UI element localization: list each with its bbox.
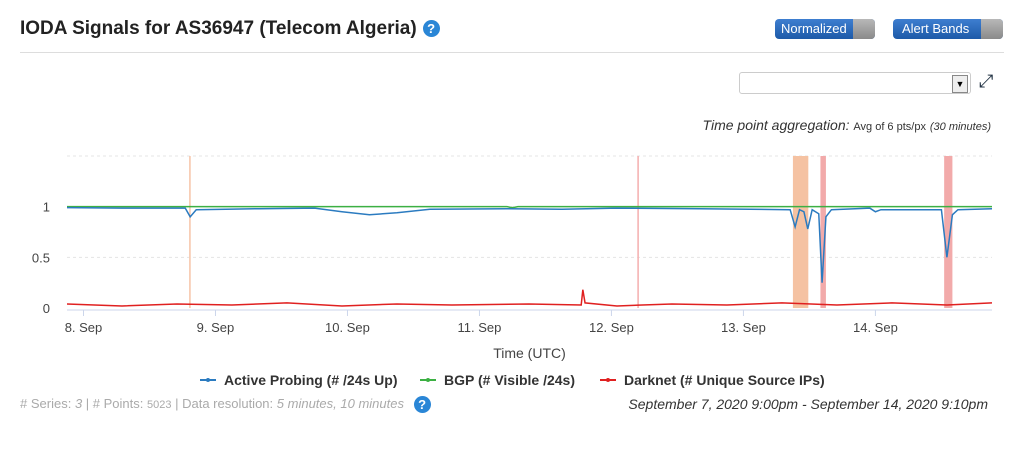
help-icon[interactable]: ?: [422, 20, 440, 38]
legend-label: Darknet (# Unique Source IPs): [624, 372, 825, 388]
alert-bands-toggle[interactable]: Alert Bands: [893, 19, 1003, 39]
x-tick-label: 13. Sep: [721, 320, 766, 335]
x-tick-label: 9. Sep: [197, 320, 235, 335]
page-title: IODA Signals for AS36947 (Telecom Algeri…: [20, 18, 440, 40]
legend-label: Active Probing (# /24s Up): [224, 372, 397, 388]
legend-dot: [206, 378, 210, 382]
alert-band: [820, 156, 826, 308]
aggregation-detail: (30 minutes): [929, 121, 991, 133]
x-axis-title: Time (UTC): [493, 345, 566, 361]
time-range: September 7, 2020 9:00pm - September 14,…: [628, 396, 988, 412]
legend-dot: [426, 378, 430, 382]
resolution-label: Data resolution:: [182, 396, 274, 411]
y-tick-label: 0.5: [32, 250, 50, 265]
points-count: 5023: [147, 399, 172, 411]
series-label: # Series:: [20, 396, 72, 411]
y-tick-label: 0: [43, 301, 50, 316]
series-select[interactable]: ▼: [739, 72, 971, 94]
x-tick-label: 8. Sep: [65, 320, 103, 335]
series-line-2: [66, 289, 993, 307]
resolution-value: 5 minutes, 10 minutes: [276, 396, 404, 411]
normalized-label: Normalized: [781, 21, 847, 36]
aggregation-value: Avg of 6 pts/px: [853, 121, 926, 133]
alert-band: [637, 156, 639, 308]
title-text: IODA Signals for AS36947 (Telecom Algeri…: [20, 18, 417, 39]
x-tick-label: 14. Sep: [853, 320, 898, 335]
legend-label: BGP (# Visible /24s): [444, 372, 575, 388]
x-tick-label: 10. Sep: [325, 320, 370, 335]
alert-band: [944, 156, 953, 308]
x-tick-label: 12. Sep: [589, 320, 634, 335]
help-icon[interactable]: ?: [413, 396, 431, 414]
time-aggregation: Time point aggregation: Avg of 6 pts/px …: [703, 117, 991, 133]
aggregation-label: Time point aggregation:: [702, 117, 850, 133]
series-line-0: [66, 206, 993, 283]
x-tick-label: 11. Sep: [458, 320, 502, 335]
series-count: 3: [74, 396, 83, 411]
toggle-knob: [981, 19, 1003, 39]
fullscreen-icon[interactable]: ⤢: [979, 71, 994, 91]
series-line-1: [67, 205, 992, 209]
alert-bands-label: Alert Bands: [902, 21, 970, 36]
divider: [20, 52, 1004, 53]
chart-stats: # Series: 3 | # Points: 5023 | Data reso…: [20, 396, 431, 414]
alert-band: [189, 156, 191, 308]
legend-dot: [606, 378, 610, 382]
y-tick-label: 1: [43, 200, 50, 215]
points-label: # Points:: [92, 396, 144, 411]
toggle-knob: [853, 19, 875, 39]
alert-band: [792, 156, 809, 308]
normalized-toggle[interactable]: Normalized: [775, 19, 875, 39]
chevron-down-icon[interactable]: ▼: [952, 75, 968, 93]
